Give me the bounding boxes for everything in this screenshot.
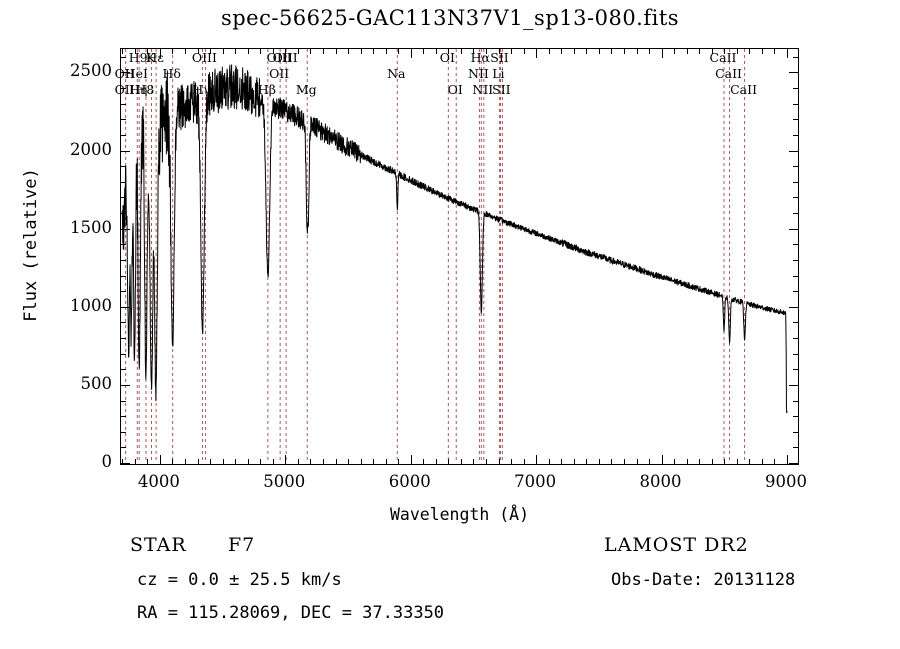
line-label-CaII-27: CaII <box>730 82 758 97</box>
line-label-Li-16: Li <box>492 66 505 81</box>
line-label-H-21: Hγ <box>192 82 211 97</box>
y-tick-label-1500: 1500 <box>70 217 112 237</box>
line-label-H-7: Hα <box>470 50 490 65</box>
line-label-NII-15: NII <box>468 66 489 81</box>
line-label-K-1: K <box>145 50 156 65</box>
x-tick-label-9000: 9000 <box>764 472 807 491</box>
y-tick-label-2000: 2000 <box>70 139 112 159</box>
y-tick-label-2500: 2500 <box>70 61 112 81</box>
line-label-OI-24: OI <box>447 82 463 97</box>
line-label-SII-26: SII <box>492 82 511 97</box>
line-label-H9-0: H9 <box>128 50 148 65</box>
x-tick-label-6000: 6000 <box>388 472 431 491</box>
x-axis-title: Wavelength (Å) <box>389 505 530 524</box>
line-label-H-12: Hδ <box>162 66 181 81</box>
line-label-CaII-9: CaII <box>709 50 737 65</box>
line-label-SII-8: SII <box>490 50 509 65</box>
y-axis-title: Flux (relative) <box>21 168 41 322</box>
line-label-OI-6: OI <box>439 50 455 65</box>
footer-spectral-class: F7 <box>228 534 256 556</box>
line-label-OII-18: OII <box>114 82 135 97</box>
line-label-H-22: Hβ <box>257 82 276 97</box>
footer-coords: RA = 115.28069, DEC = 37.33350 <box>137 603 445 623</box>
page-title: spec-56625-GAC113N37V1_sp13-080.fits <box>220 6 680 30</box>
line-label-OIII-3: OIII <box>191 50 217 65</box>
line-label-H-19: Hη <box>128 82 148 97</box>
line-label-NII-25: NII <box>472 82 494 97</box>
line-label-CaII-17: CaII <box>715 66 742 81</box>
plot-area <box>121 49 798 464</box>
y-tick-label-0: 0 <box>101 452 113 471</box>
spectrum-curve <box>121 64 788 414</box>
line-label-Mg-23: Mg <box>295 82 317 97</box>
plot-frame <box>120 48 799 465</box>
line-label-OIII-5: OIII <box>272 50 298 65</box>
x-tick-label-7000: 7000 <box>514 472 557 491</box>
footer-obs-date: Obs-Date: 20131128 <box>611 570 796 590</box>
line-markers <box>125 49 746 463</box>
x-tick-label-4000: 4000 <box>137 472 180 491</box>
y-tick-label-1000: 1000 <box>70 295 112 315</box>
x-tick-label-8000: 8000 <box>639 472 682 491</box>
line-label-H-2: Hε <box>146 50 164 65</box>
line-label-H8-20: H8 <box>135 82 155 97</box>
footer-redshift: cz = 0.0 ± 25.5 km/s <box>137 570 342 590</box>
line-label-OII-10: OII <box>114 66 135 81</box>
line-label-Na-14: Na <box>387 66 406 81</box>
y-tick-label-500: 500 <box>80 373 113 393</box>
line-label-HeI-11: HeI <box>124 66 148 81</box>
line-label-OII-13: OII <box>269 66 290 81</box>
line-label-OIII-4: OIII <box>266 50 292 65</box>
footer-object-type: STAR <box>130 534 187 556</box>
x-tick-label-5000: 5000 <box>263 472 306 491</box>
footer-survey: LAMOST DR2 <box>604 534 749 556</box>
